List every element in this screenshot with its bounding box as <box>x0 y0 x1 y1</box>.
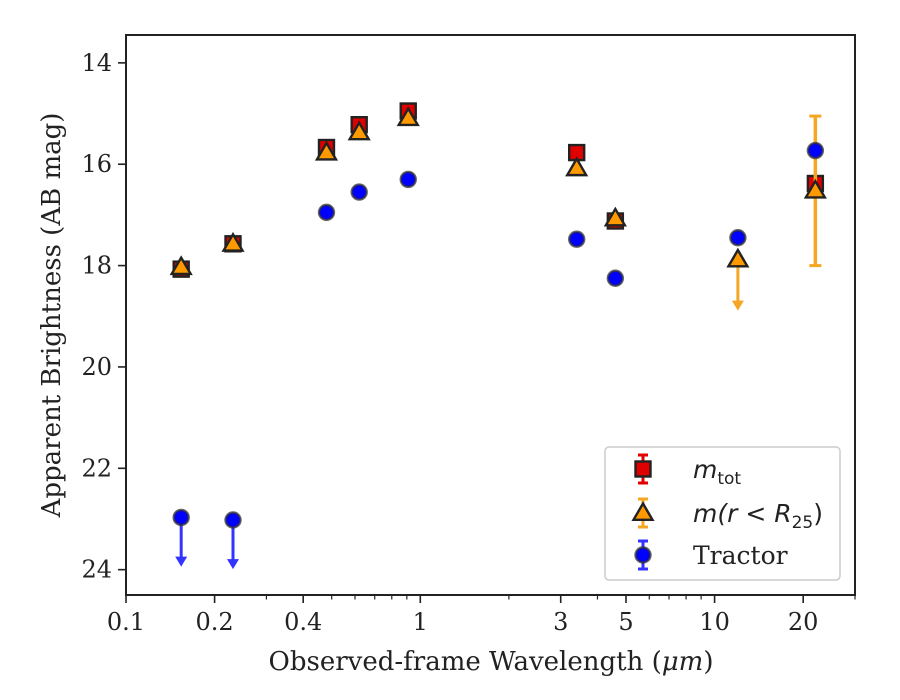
data-point <box>806 141 825 160</box>
plot-frame <box>125 34 856 596</box>
data-point <box>606 269 625 287</box>
data-point <box>350 183 368 201</box>
upper-limit-arrow-head <box>227 559 240 570</box>
data-point <box>396 106 420 127</box>
x-axis-label: Observed-frame Wavelength (μm) <box>269 647 714 677</box>
legend: mtot m(r < R25) Tractor <box>604 446 841 581</box>
data-point <box>314 140 339 161</box>
series-triangle <box>169 106 827 311</box>
data-point <box>726 247 750 268</box>
legend-label: mtot <box>693 455 741 489</box>
x-tick-label: 1 <box>413 608 428 636</box>
markers-layer <box>169 102 827 570</box>
legend-box <box>604 446 841 581</box>
data-point <box>224 511 242 529</box>
y-tick-label: 22 <box>81 454 112 482</box>
legend-label: Tractor <box>693 541 788 570</box>
data-point <box>172 508 190 527</box>
x-tick-label: 0.1 <box>107 608 145 636</box>
legend-marker <box>631 501 655 522</box>
x-tick-label: 3 <box>553 608 568 636</box>
data-point <box>729 229 747 247</box>
legend-label: m(r < R25) <box>693 499 823 533</box>
data-point <box>565 156 589 177</box>
y-tick-label: 16 <box>81 150 112 178</box>
data-point <box>169 255 193 276</box>
data-point <box>803 178 827 199</box>
data-point <box>568 230 586 248</box>
legend-marker <box>634 460 652 478</box>
x-tick-label: 10 <box>699 608 730 636</box>
data-point <box>317 203 336 222</box>
y-tick-label: 18 <box>81 252 112 280</box>
x-tick-label: 0.4 <box>284 608 322 636</box>
y-tick-label: 20 <box>81 353 112 381</box>
data-point <box>399 170 417 189</box>
data-point <box>347 120 371 141</box>
series-circle <box>172 141 825 570</box>
x-tick-label: 5 <box>618 608 633 636</box>
x-tick-label: 0.2 <box>196 608 234 636</box>
y-tick-label: 14 <box>81 49 112 77</box>
y-tick-label: 24 <box>81 556 112 584</box>
data-point <box>221 231 245 252</box>
upper-limit-arrow-head <box>731 300 744 311</box>
y-axis-label: Apparent Brightness (AB mag) <box>37 113 67 519</box>
upper-limit-arrow-head <box>175 556 188 567</box>
ticks-layer: 0.1 0.2 0.4 1 3 5 10 20 14 16 18 20 22 24 <box>81 49 856 636</box>
x-tick-label: 20 <box>788 608 819 636</box>
legend-marker <box>634 546 652 564</box>
series-square <box>172 102 825 278</box>
data-point <box>603 206 627 227</box>
